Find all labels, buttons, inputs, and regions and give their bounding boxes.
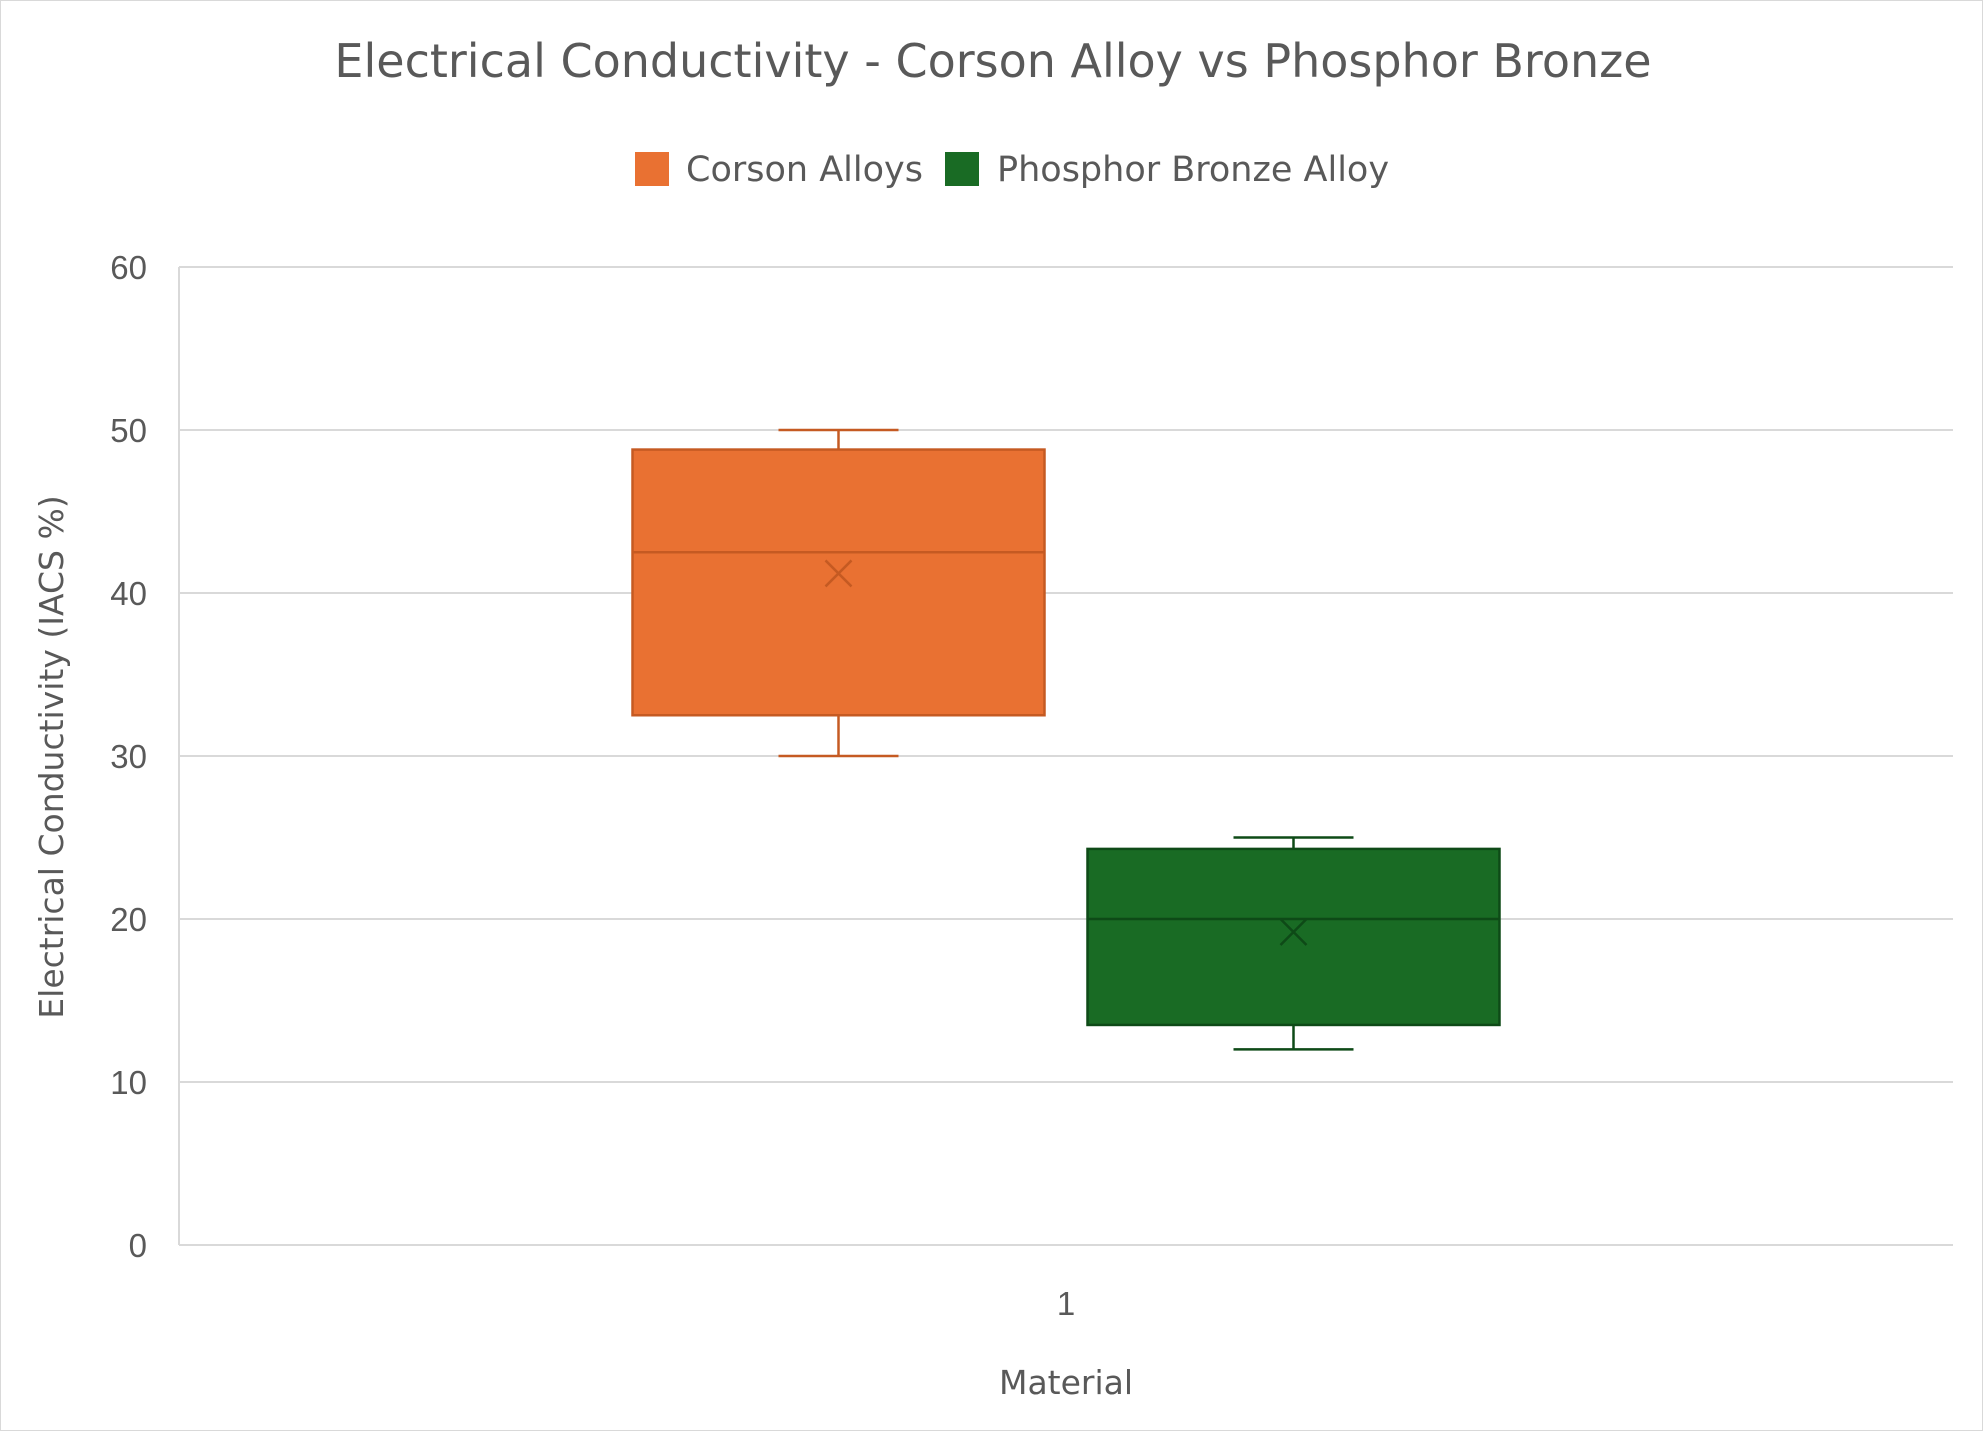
y-tick-label-30: 30 — [110, 738, 147, 775]
y-tick-label-20: 20 — [110, 901, 147, 938]
y-axis-ticks: 0 10 20 30 40 50 60 — [110, 249, 147, 1264]
y-tick-label-10: 10 — [110, 1064, 147, 1101]
x-axis-title: Material — [999, 1363, 1133, 1402]
box-series-0 — [631, 428, 1046, 758]
legend-swatch-corson — [635, 152, 669, 186]
y-axis-title: Electrical Conductivity (IACS %) — [32, 495, 71, 1018]
mean-marker — [824, 559, 853, 588]
y-tick-label-50: 50 — [110, 412, 147, 449]
x-tick-label: 1 — [1057, 1285, 1075, 1322]
iqr-box — [631, 448, 1046, 717]
mean-marker — [1279, 918, 1308, 946]
y-tick-label-40: 40 — [110, 575, 147, 612]
legend: Corson Alloys Phosphor Bronze Alloy — [635, 150, 1389, 190]
legend-swatch-phosphor-bronze — [945, 152, 979, 186]
y-tick-label-60: 60 — [110, 249, 147, 286]
chart-title: Electrical Conductivity - Corson Alloy v… — [334, 34, 1651, 88]
gridlines — [178, 266, 1953, 1246]
legend-label-corson: Corson Alloys — [686, 150, 923, 190]
legend-label-phosphor-bronze: Phosphor Bronze Alloy — [997, 150, 1389, 190]
box-series-1 — [1086, 836, 1501, 1051]
iqr-box — [1086, 847, 1501, 1027]
box-series — [631, 428, 1501, 1051]
y-tick-label-0: 0 — [129, 1227, 147, 1264]
